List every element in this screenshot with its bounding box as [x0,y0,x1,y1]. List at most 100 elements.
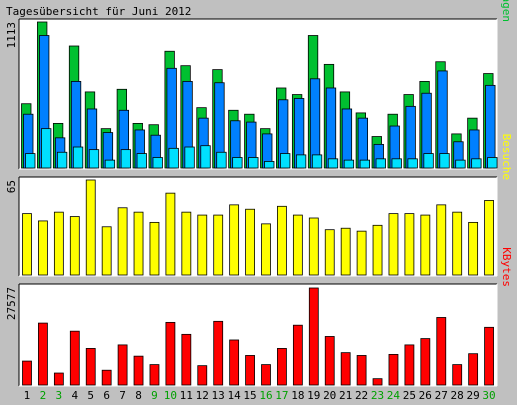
bar-kbytes [22,360,32,386]
bar-kbytes [436,317,447,386]
bar-seiten [471,158,482,169]
bar-kbytes [53,372,64,386]
bar-seiten [375,158,386,169]
bar-seiten [264,161,275,169]
bar-besuche [484,200,494,276]
bar-seiten [25,153,36,169]
bar-besuche [468,221,479,276]
bar-seiten [311,154,323,169]
x-tick-label: 30 [482,389,495,402]
bar-seiten [295,154,307,169]
bar-kbytes [452,364,463,386]
bar-dateien [341,108,353,169]
bar-besuche [181,211,192,276]
bar-besuche [101,226,112,276]
bar-besuche [22,213,32,276]
bar-seiten [200,145,211,169]
bar-seiten [72,146,84,169]
x-tick-label: 14 [227,389,241,402]
bar-seiten [343,159,355,169]
x-tick-label: 7 [119,389,126,402]
bar-seiten [152,157,163,169]
legend-entry: Anfragen [500,0,513,22]
chart-panels: 1113Seiten/Dateien/Anfragen65Besuche2757… [5,0,513,402]
bar-kbytes [133,355,144,386]
bar-besuche [420,214,431,276]
bar-kbytes [261,364,271,386]
hits-panel: 1113 Seiten/Dateien/Anfragen [5,0,513,170]
bar-kbytes [420,338,431,386]
x-tick-label: 19 [307,389,320,402]
x-tick-label: 25 [403,389,416,402]
bar-seiten [407,158,418,169]
bar-besuche [197,214,208,276]
bar-seiten [455,159,466,169]
x-tick-label: 11 [180,389,193,402]
x-tick-label: 17 [275,389,288,402]
bar-kbytes [324,336,335,386]
bar-besuche [308,217,319,276]
x-tick-label: 5 [87,389,94,402]
y-max-label: 65 [5,180,18,193]
bar-kbytes [181,333,192,386]
y-max-label: 27577 [5,287,18,320]
bar-kbytes [468,353,479,386]
x-axis-labels: 1 2 3 4 5 6 7 8 9 10 11 12 13 14 15 16 17 18 19 20 21 22 23 24 2… [24,389,496,402]
panel-background [19,177,497,276]
legend: Besuche [500,134,513,180]
bar-dateien [325,87,337,169]
bar-seiten [280,153,291,169]
bar-seiten [168,147,179,169]
bar-besuche [452,211,463,276]
x-tick-label: 9 [151,389,158,402]
legend: Seiten/Dateien/Anfragen [500,0,513,22]
bar-besuche [229,204,240,276]
chart-title: Tagesübersicht für Juni 2012 [6,5,191,18]
bar-seiten [232,157,243,169]
bar-kbytes [229,339,240,386]
bar-kbytes [277,348,287,386]
bar-kbytes [213,320,224,386]
bar-besuche [149,221,160,276]
bar-besuche [38,220,48,276]
bar-kbytes [38,322,48,386]
x-tick-label: 1 [24,389,31,402]
x-tick-label: 13 [212,389,225,402]
legend-entry: KBytes [500,247,513,287]
bar-seiten [120,149,131,169]
x-tick-label: 2 [40,389,47,402]
bar-kbytes [404,344,415,386]
bar-kbytes [356,355,367,386]
bar-besuche [213,214,224,276]
bar-seiten [359,159,371,169]
visits-panel: 65 Besuche [5,134,513,277]
bar-kbytes [484,326,494,386]
bar-kbytes [85,348,96,386]
bar-kbytes [245,355,255,386]
bar-besuche [261,223,271,276]
bar-besuche [324,229,335,276]
x-tick-label: 29 [466,389,479,402]
x-tick-label: 12 [196,389,209,402]
x-tick-label: 15 [243,389,256,402]
y-max-label: 1113 [5,22,18,49]
x-tick-label: 23 [371,389,384,402]
bar-besuche [292,214,303,276]
x-tick-label: 4 [71,389,78,402]
bar-besuche [436,204,447,276]
bar-seiten [104,159,116,169]
bar-besuche [85,179,96,276]
bar-kbytes [69,330,80,386]
bar-seiten [216,151,227,169]
x-tick-label: 28 [451,389,464,402]
x-tick-label: 10 [164,389,177,402]
bar-seiten [41,128,52,169]
x-tick-label: 8 [135,389,142,402]
bar-besuche [53,211,64,276]
bar-seiten [136,153,147,169]
bar-besuche [117,207,128,276]
bar-seiten [184,146,195,169]
legend: KBytes [500,247,513,287]
